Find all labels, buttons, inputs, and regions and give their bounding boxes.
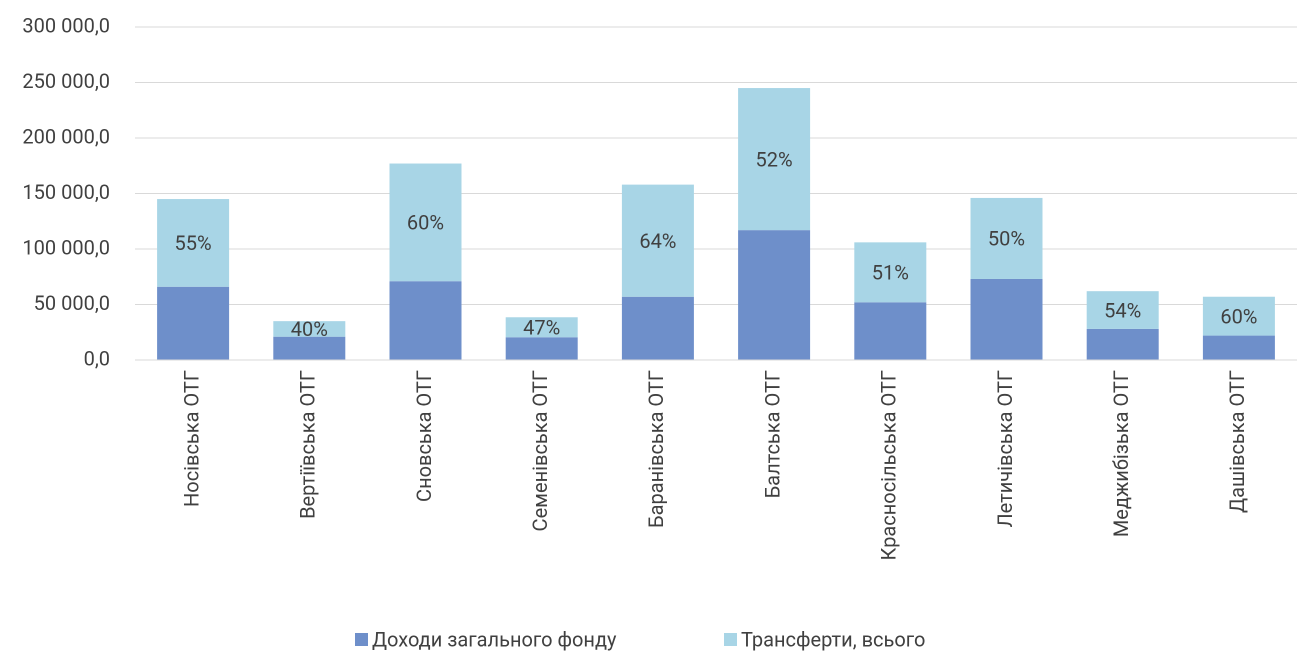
bar-segment: [854, 302, 927, 360]
percent-label: 40%: [291, 317, 328, 341]
legend-swatch: [355, 633, 368, 646]
y-tick-label: 100 000,0: [22, 235, 110, 259]
bar-segment: [157, 199, 230, 287]
y-tick-label: 0,0: [84, 346, 110, 370]
bar-segment: [1086, 291, 1159, 329]
x-tick-label: Носівська ОТГ: [179, 370, 203, 507]
legend-label: Трансферти, всього: [741, 627, 925, 651]
percent-label: 54%: [1104, 298, 1141, 322]
x-tick-label: Меджибізька ОТГ: [1109, 370, 1133, 537]
percent-label: 47%: [523, 316, 560, 340]
percent-label: 50%: [988, 227, 1025, 251]
bar-segment: [273, 336, 346, 360]
bar-segment: [505, 317, 578, 338]
y-tick-label: 250 000,0: [22, 69, 110, 93]
bar-segment: [1086, 328, 1159, 360]
bar-segment: [505, 337, 578, 360]
bar-segment: [1202, 335, 1275, 360]
x-tick-label: Красносільська ОТГ: [877, 370, 901, 560]
bar-segment: [389, 163, 462, 282]
percent-label: 51%: [872, 261, 909, 285]
x-tick-label: Баранівська ОТГ: [644, 370, 668, 528]
bar-segment: [970, 278, 1043, 360]
bar-segment: [273, 321, 346, 337]
bar-segment: [621, 184, 694, 297]
x-tick-label: Дашівська ОТГ: [1225, 370, 1249, 513]
y-tick-label: 50 000,0: [34, 291, 110, 315]
percent-label: 55%: [175, 231, 212, 255]
bar-segment: [621, 296, 694, 360]
percent-label: 52%: [756, 147, 793, 171]
bar-segment: [970, 197, 1043, 279]
bar-segment: [389, 281, 462, 360]
bar-segment: [738, 230, 811, 360]
x-tick-label: Семенівська ОТГ: [528, 370, 552, 531]
percent-label: 60%: [1220, 304, 1257, 328]
y-tick-label: 300 000,0: [22, 13, 110, 37]
percent-label: 60%: [407, 211, 444, 235]
bar-segment: [1202, 296, 1275, 336]
y-tick-label: 200 000,0: [22, 124, 110, 148]
percent-label: 64%: [639, 229, 676, 253]
x-tick-label: Сновська ОТГ: [412, 370, 436, 502]
bar-segment: [738, 88, 811, 231]
bar-segment: [157, 286, 230, 360]
bar-segment: [854, 242, 927, 303]
x-tick-label: Вертіївська ОТГ: [296, 370, 320, 519]
legend-label: Доходи загального фонду: [372, 627, 617, 651]
legend-swatch: [724, 633, 737, 646]
y-tick-label: 150 000,0: [22, 180, 110, 204]
x-tick-label: Балтська ОТГ: [760, 370, 784, 498]
x-tick-label: Летичівська ОТГ: [993, 370, 1017, 528]
